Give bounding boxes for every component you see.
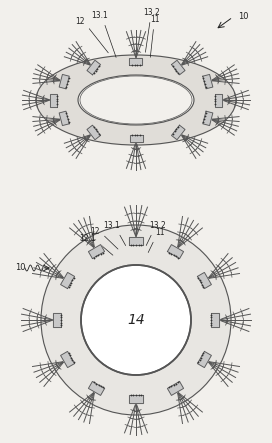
Polygon shape: [88, 245, 104, 259]
Polygon shape: [59, 74, 69, 89]
Polygon shape: [203, 74, 213, 89]
Polygon shape: [61, 272, 75, 288]
Text: 13.1: 13.1: [104, 221, 126, 245]
Polygon shape: [59, 111, 69, 125]
Polygon shape: [50, 93, 57, 106]
Text: 10: 10: [15, 264, 26, 272]
Text: 13.1: 13.1: [92, 11, 116, 58]
Text: 10: 10: [238, 12, 249, 21]
Polygon shape: [41, 225, 231, 415]
Polygon shape: [215, 93, 222, 106]
Polygon shape: [87, 60, 100, 75]
Polygon shape: [36, 55, 236, 145]
Polygon shape: [61, 351, 75, 368]
Text: 12.1: 12.1: [80, 234, 113, 255]
Text: 11: 11: [148, 228, 165, 253]
Polygon shape: [129, 58, 143, 65]
Polygon shape: [129, 135, 143, 142]
Polygon shape: [53, 313, 61, 327]
Text: 12: 12: [90, 227, 118, 249]
Text: 13.2: 13.2: [146, 221, 166, 245]
Polygon shape: [197, 351, 211, 368]
Text: 11: 11: [150, 15, 160, 57]
Polygon shape: [88, 381, 104, 396]
Polygon shape: [129, 395, 143, 403]
Polygon shape: [87, 125, 100, 140]
Polygon shape: [172, 60, 185, 75]
Text: 13.2: 13.2: [144, 8, 160, 52]
Polygon shape: [129, 237, 143, 245]
Polygon shape: [211, 313, 219, 327]
Polygon shape: [168, 245, 184, 259]
Circle shape: [81, 265, 191, 375]
Polygon shape: [168, 381, 184, 396]
Polygon shape: [197, 272, 211, 288]
Polygon shape: [172, 125, 185, 140]
Text: 14: 14: [127, 313, 145, 327]
Polygon shape: [203, 111, 213, 125]
Text: 12: 12: [75, 17, 108, 53]
